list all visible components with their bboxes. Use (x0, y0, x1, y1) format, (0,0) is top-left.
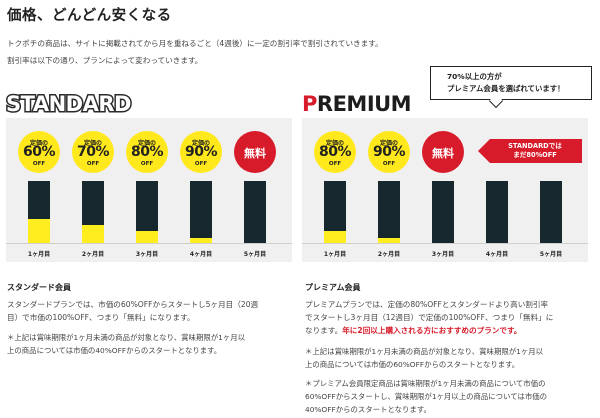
badge-percent: 70% (76, 144, 110, 160)
standard-badge-month3: 定価の 80% OFF (126, 131, 168, 173)
premium-popularity-callout: 70%以上の方が プレミアム会員を選ばれています！ (430, 66, 592, 109)
desc-line: でスタートし3ヶ月目（12週目）で定価の100%OFF、つまり「無料」に (305, 313, 554, 322)
premium-discount-chart: 定価の 80% OFF 定価の 90% OFF 無料 STANDARDでは まだ… (302, 118, 588, 262)
badge-off: OFF (382, 161, 396, 167)
month-label: 3ヶ月目 (431, 251, 455, 258)
standard-discount-chart: 定価の 60% OFF 定価の 70% OFF 定価の 80% OFF 定価の … (6, 118, 292, 262)
bar-fill (28, 218, 50, 244)
premium-section-heading: プレミアム会員 (305, 283, 361, 292)
standard-bar-month4 (190, 181, 212, 244)
page-title: 価格、どんどん安くなる (7, 8, 172, 24)
standard-plan-title: STANDARD (5, 92, 133, 116)
badge-percent: 60% (22, 144, 56, 160)
bar-fill (136, 231, 158, 244)
comparison-line1: STANDARDでは (508, 142, 562, 150)
note-line: ＊プレミアム会員限定商品は賞味期限が1ヶ月未満の商品について市価の (305, 379, 546, 388)
premium-bar-month2 (378, 181, 400, 244)
month-label: 4ヶ月目 (485, 251, 509, 258)
badge-off: OFF (194, 161, 208, 167)
badge-off: OFF (328, 161, 342, 167)
standard-section-heading: スタンダード会員 (7, 283, 71, 292)
badge-prefix: 定価の (29, 140, 48, 147)
premium-plan-card: PREMIUM 定価の 80% OFF 定価の 90% OFF 無料 STAND… (302, 72, 588, 262)
premium-badge-month3-free: 無料 (422, 131, 464, 173)
badge-prefix: 定価の (379, 140, 398, 147)
badge-off: OFF (32, 161, 46, 167)
note-line: 40%OFFからのスタートとなります。 (305, 405, 431, 414)
bar-fill (82, 225, 104, 244)
premium-bar-month1 (324, 181, 346, 244)
comparison-line2: まだ80%OFF (513, 151, 557, 159)
note-line: ＊上記は賞味期限が1ヶ月未満の商品が対象となり、賞味期限が1ヶ月以 (305, 347, 543, 356)
standard-note: ＊上記は賞味期限が1ヶ月未満の商品が対象となり、賞味期限が1ヶ月以 上の商品につ… (7, 331, 295, 357)
intro-text-line2: 割引率は以下の通り、プランによって変わっていきます。 (7, 56, 203, 65)
premium-badge-month1: 定価の 80% OFF (314, 131, 356, 173)
standard-bar-month2 (82, 181, 104, 244)
badge-free-label: 無料 (244, 147, 266, 160)
month-label: 5ヶ月目 (243, 251, 267, 258)
badge-free-label: 無料 (432, 147, 454, 160)
standard-plan-card: STANDARD 定価の 60% OFF 定価の 70% OFF 定価の 80%… (5, 72, 292, 262)
desc-highlight: 年に2回以上購入される方におすすめのプランです。 (342, 326, 522, 335)
standard-description: スタンダードプランでは、市価の60%OFFからスタートし5ヶ月目（20週 目）で… (7, 298, 297, 324)
premium-note-2: ＊プレミアム会員限定商品は賞味期限が1ヶ月未満の商品について市価の 60%OFF… (305, 377, 593, 416)
premium-bar-month4 (486, 181, 508, 244)
premium-bar-month3 (432, 181, 454, 244)
standard-badge-month2: 定価の 70% OFF (72, 131, 114, 173)
standard-badge-month4: 定価の 90% OFF (180, 131, 222, 173)
badge-prefix: 定価の (83, 140, 102, 147)
callout-line1: 70%以上の方が (447, 72, 502, 81)
premium-title-rest: REMIUM (316, 92, 412, 116)
desc-line: なります。年に2回以上購入される方におすすめのプランです。 (305, 324, 595, 337)
badge-percent: 90% (184, 144, 218, 160)
standard-bar-month1 (28, 181, 50, 244)
premium-description: プレミアムプランでは、定価の80%OFFとスタンダードより高い割引率 でスタート… (305, 298, 595, 337)
premium-title-initial: P (302, 92, 317, 116)
note-line: 60%OFFからスタートし、賞味期限が1ヶ月以上の商品については市価の (305, 392, 548, 401)
note-line: 上の商品については市価の40%OFFからのスタートとなります。 (7, 346, 222, 355)
month-label: 2ヶ月目 (377, 251, 401, 258)
badge-percent: 90% (372, 144, 406, 160)
badge-percent: 80% (130, 144, 164, 160)
month-label: 5ヶ月目 (539, 251, 563, 258)
standard-badge-month1: 定価の 60% OFF (18, 131, 60, 173)
desc-plain: なります。 (305, 326, 343, 335)
desc-line: 目）で市価の100%OFF、つまり「無料」になります。 (7, 313, 195, 322)
bar-fill (378, 237, 400, 244)
month-label: 1ヶ月目 (323, 251, 347, 258)
badge-off: OFF (140, 161, 154, 167)
badge-prefix: 定価の (325, 140, 344, 147)
desc-line: プレミアムプランでは、定価の80%OFFとスタンダードより高い割引率 (305, 300, 549, 309)
note-line: 上の商品については市価の60%OFFからのスタートとなります。 (305, 360, 520, 369)
month-label: 3ヶ月目 (135, 251, 159, 258)
bar-fill (324, 231, 346, 244)
desc-line: スタンダードプランでは、市価の60%OFFからスタートし5ヶ月目（20週 (7, 300, 259, 309)
premium-plan-title: PREMIUM (302, 92, 412, 116)
intro-text-line1: トクポチの商品は、サイトに掲載されてから月を重ねるごと（4週後）に一定の割引率で… (7, 39, 383, 48)
standard-bar-month3 (136, 181, 158, 244)
month-label: 1ヶ月目 (27, 251, 51, 258)
callout-line2: プレミアム会員を選ばれています！ (447, 84, 565, 93)
badge-prefix: 定価の (137, 140, 156, 147)
standard-badge-month5-free: 無料 (234, 131, 276, 173)
standard-bar-month5 (244, 181, 266, 244)
premium-note-1: ＊上記は賞味期限が1ヶ月未満の商品が対象となり、賞味期限が1ヶ月以 上の商品につ… (305, 345, 593, 371)
month-label: 2ヶ月目 (81, 251, 105, 258)
premium-badge-month2: 定価の 90% OFF (368, 131, 410, 173)
badge-prefix: 定価の (191, 140, 210, 147)
note-line: ＊上記は賞味期限が1ヶ月未満の商品が対象となり、賞味期限が1ヶ月以 (7, 333, 245, 342)
standard-comparison-tag: STANDARDでは まだ80%OFF (478, 139, 582, 163)
badge-off: OFF (86, 161, 100, 167)
premium-bar-month5 (540, 181, 562, 244)
badge-percent: 80% (318, 144, 352, 160)
month-label: 4ヶ月目 (189, 251, 213, 258)
bar-fill (190, 237, 212, 244)
